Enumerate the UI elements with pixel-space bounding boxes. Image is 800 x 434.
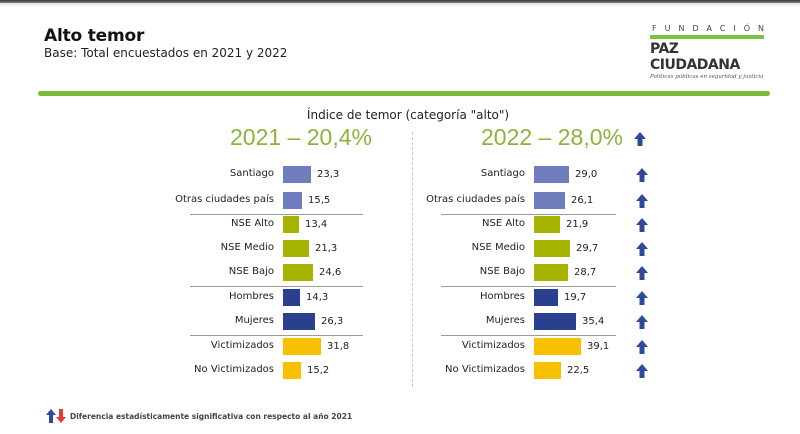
category-label: NSE Alto [231, 218, 274, 229]
category-label: Victimizados [210, 340, 274, 351]
page-title: Alto temor [44, 26, 145, 46]
up-down-arrows-icon [46, 409, 66, 423]
bar-value-label: 13,4 [305, 219, 328, 230]
bar-value-label: 22,5 [567, 365, 590, 376]
category-label: NSE Alto [482, 218, 525, 229]
group-separator [441, 335, 616, 336]
bar-2022 [534, 192, 565, 209]
bar-2022 [534, 216, 560, 233]
significant-up-arrow-icon [636, 266, 648, 280]
group-separator [190, 286, 363, 287]
significant-up-arrow-icon [636, 242, 648, 256]
category-label: NSE Medio [220, 242, 274, 253]
category-label: Mujeres [234, 315, 274, 326]
category-label: No Victimizados [445, 364, 525, 375]
bar-value-label: 24,6 [319, 267, 342, 278]
bar-value-label: 39,1 [587, 341, 610, 352]
group-separator [190, 335, 363, 336]
bar-value-label: 29,7 [576, 243, 599, 254]
total-up-arrow-icon [634, 132, 646, 146]
significant-up-arrow-icon [636, 340, 648, 354]
bar-value-label: 26,3 [321, 316, 344, 327]
bar-2022 [534, 166, 569, 183]
bar-2021 [283, 240, 309, 257]
page-subtitle: Base: Total encuestados en 2021 y 2022 [44, 46, 288, 60]
significant-up-arrow-icon [636, 315, 648, 329]
bar-2022 [534, 313, 576, 330]
category-label: Mujeres [485, 315, 525, 326]
header-divider [38, 91, 770, 96]
logo: FUNDACIÓN PAZ CIUDADANA Políticas públic… [650, 24, 770, 80]
bar-value-label: 23,3 [317, 169, 340, 180]
bar-2022 [534, 338, 581, 355]
bar-2022 [534, 264, 568, 281]
significant-up-arrow-icon [636, 194, 648, 208]
bar-value-label: 28,7 [574, 267, 597, 278]
bar-2021 [283, 192, 302, 209]
bar-value-label: 31,8 [327, 341, 350, 352]
bar-value-label: 15,5 [308, 195, 331, 206]
panel-divider [412, 132, 413, 387]
bar-2021 [283, 338, 321, 355]
bar-value-label: 21,9 [566, 219, 589, 230]
logo-green-bar [650, 35, 764, 39]
bar-2022 [534, 362, 561, 379]
window-top-shade [0, 3, 800, 7]
bar-2021 [283, 216, 299, 233]
group-separator [441, 214, 616, 215]
significant-up-arrow-icon [636, 364, 648, 378]
bar-value-label: 15,2 [307, 365, 330, 376]
bar-2021 [283, 166, 311, 183]
category-label: NSE Medio [471, 242, 525, 253]
footnote: Diferencia estadísticamente significativ… [70, 412, 353, 421]
bar-value-label: 29,0 [575, 169, 598, 180]
window-top-border [0, 0, 800, 3]
bar-value-label: 14,3 [306, 292, 329, 303]
bar-value-label: 35,4 [582, 316, 605, 327]
logo-foundation-text: FUNDACIÓN [652, 24, 773, 33]
bar-value-label: 21,3 [315, 243, 338, 254]
chart-title-text: Índice de temor (categoría "alto") [306, 108, 510, 122]
significant-up-arrow-icon [636, 291, 648, 305]
category-label: Otras ciudades país [426, 194, 525, 205]
bar-2021 [283, 362, 301, 379]
bar-2022 [534, 240, 570, 257]
group-separator [190, 214, 363, 215]
bar-value-label: 26,1 [571, 195, 594, 206]
bar-2021 [283, 313, 315, 330]
category-label: NSE Bajo [479, 266, 525, 277]
category-label: Santiago [229, 168, 274, 179]
heading-2021: 2021 – 20,4% [230, 124, 372, 150]
category-label: NSE Bajo [228, 266, 274, 277]
chart-title: Índice de temor (categoría "alto") [0, 108, 800, 122]
category-label: Hombres [229, 291, 274, 302]
category-label: Otras ciudades país [175, 194, 274, 205]
bar-2021 [283, 289, 300, 306]
category-label: Santiago [480, 168, 525, 179]
significant-up-arrow-icon [636, 168, 648, 182]
bar-2022 [534, 289, 558, 306]
category-label: Hombres [480, 291, 525, 302]
bar-value-label: 19,7 [564, 292, 587, 303]
bar-2021 [283, 264, 313, 281]
significant-up-arrow-icon [636, 218, 648, 232]
heading-2022: 2022 – 28,0% [481, 124, 623, 150]
logo-name: PAZ CIUDADANA [650, 41, 740, 73]
category-label: Victimizados [461, 340, 525, 351]
logo-tagline: Políticas públicas en seguridad y justic… [650, 74, 764, 80]
group-separator [441, 286, 616, 287]
category-label: No Victimizados [194, 364, 274, 375]
